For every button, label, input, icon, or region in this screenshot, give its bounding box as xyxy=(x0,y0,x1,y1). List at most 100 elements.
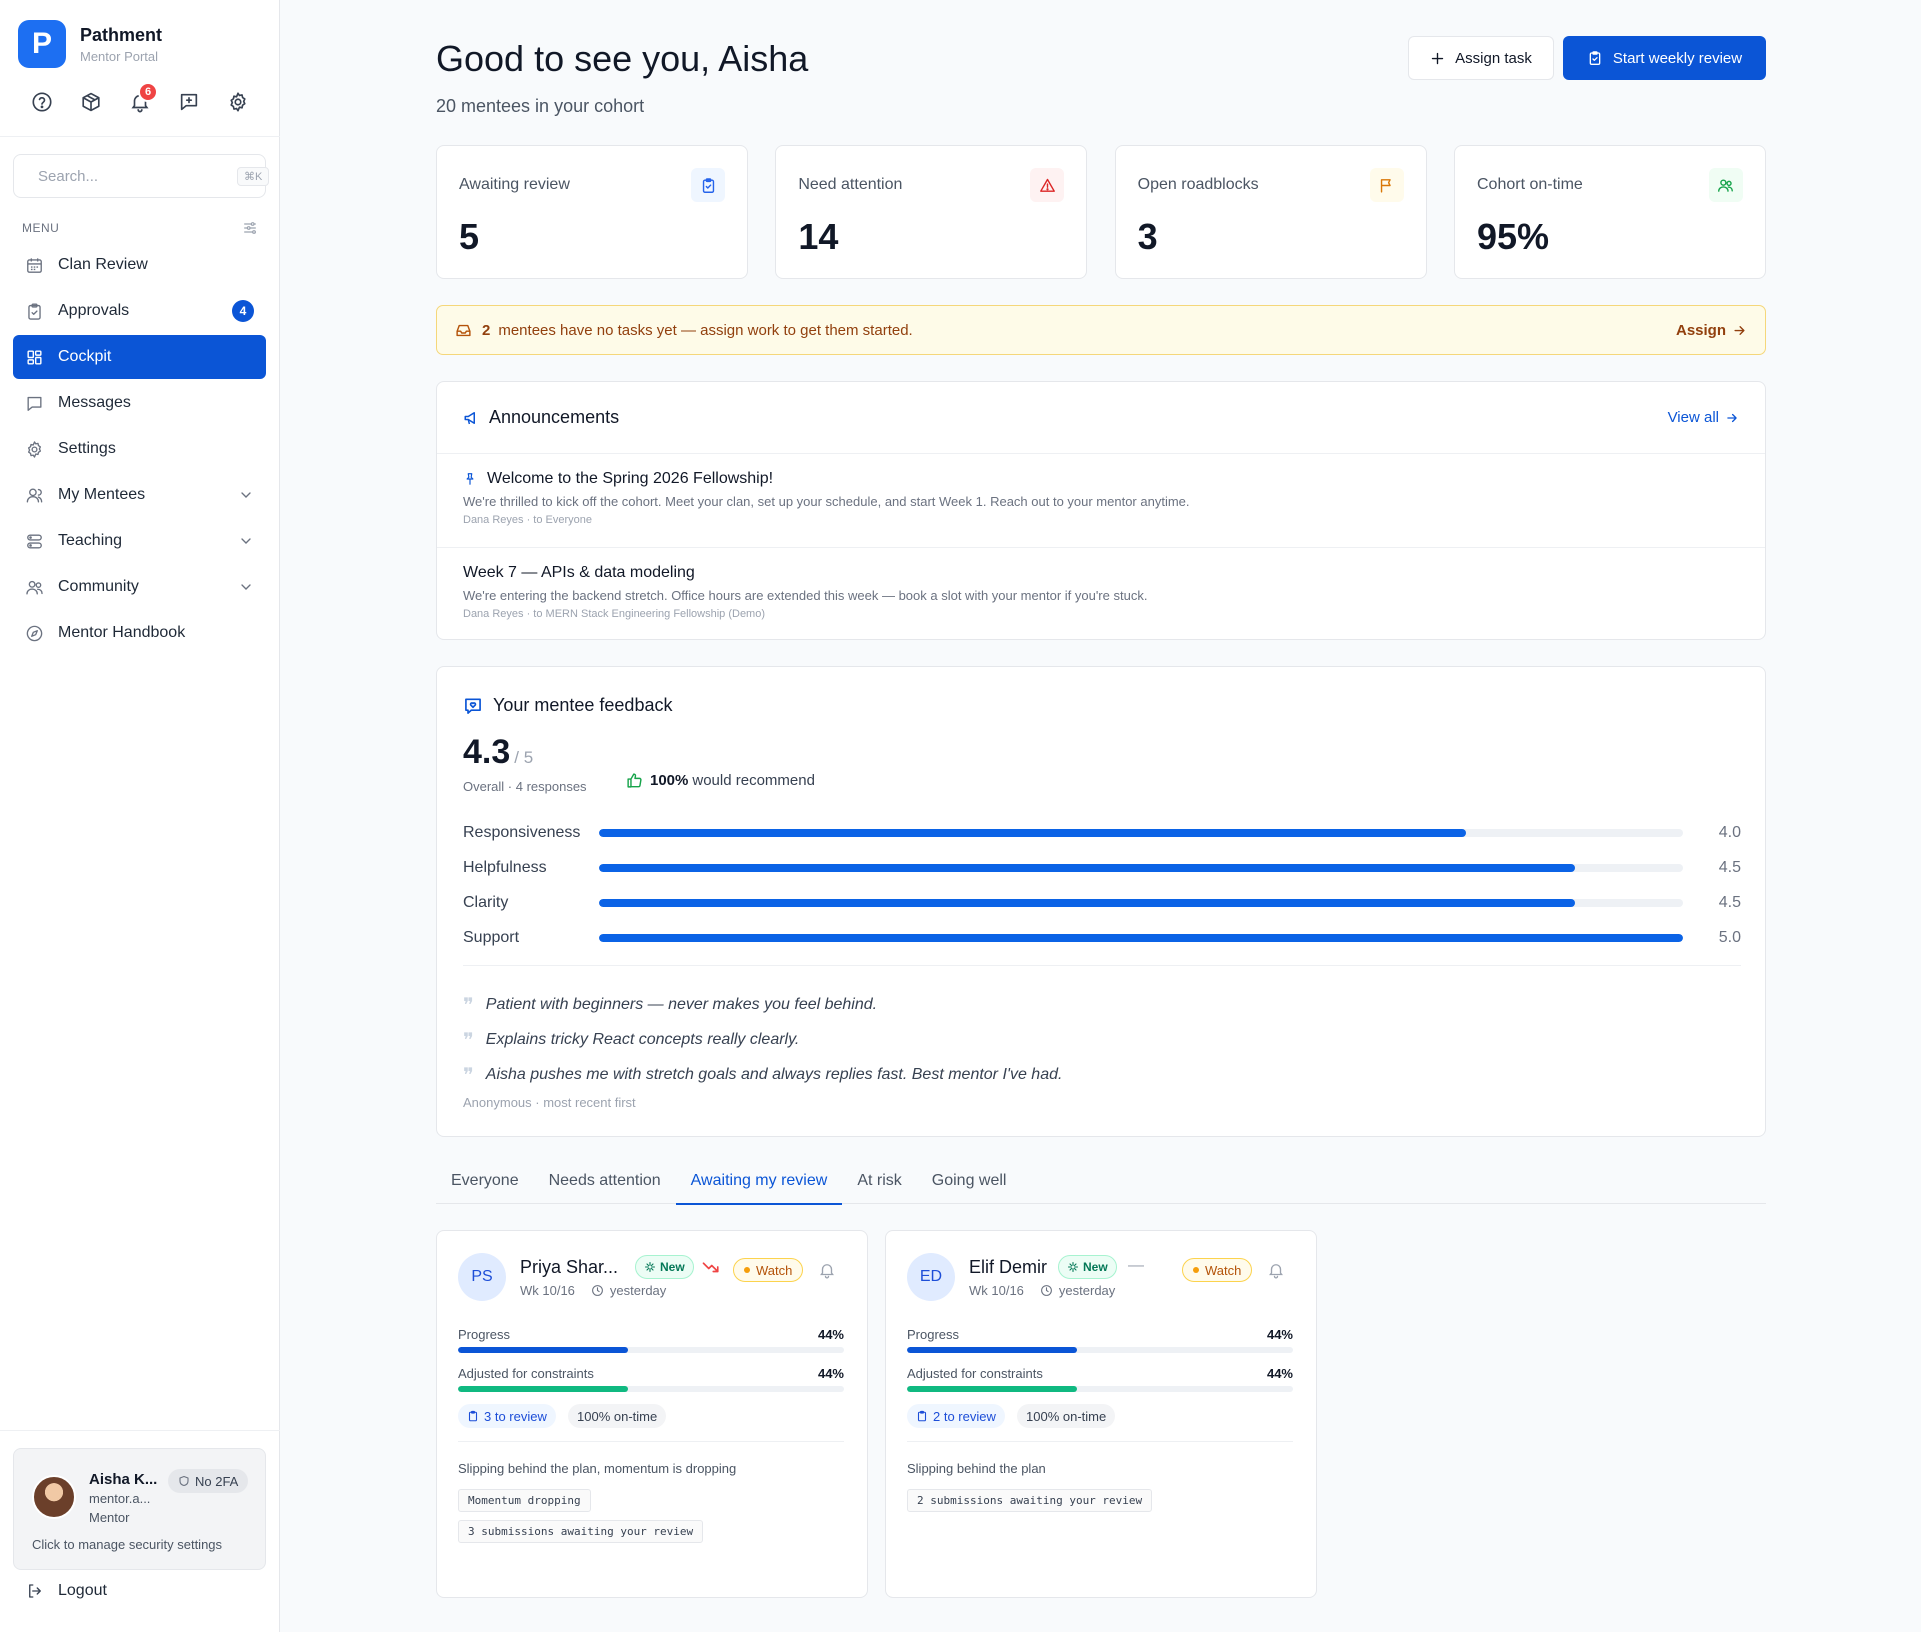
stat-card-awaiting-review[interactable]: Awaiting review 5 xyxy=(436,145,748,279)
new-badge: New xyxy=(1058,1255,1117,1279)
adjusted-label: Adjusted for constraints xyxy=(907,1366,1043,1381)
help-circle-icon[interactable] xyxy=(22,86,62,118)
clock-icon xyxy=(1041,1285,1052,1296)
stat-card-open-roadblocks[interactable]: Open roadblocks 3 xyxy=(1114,145,1427,279)
watch-dot xyxy=(744,1267,750,1273)
profile-email: mentor.a... xyxy=(89,1491,151,1506)
sidebar-item-cockpit[interactable]: Cockpit xyxy=(13,335,266,379)
users-icon xyxy=(1708,168,1743,202)
thumbs-up-icon xyxy=(627,773,642,788)
rating-fill xyxy=(599,898,1575,907)
progress-label: Progress xyxy=(458,1327,511,1342)
mentee-card[interactable]: ED Elif Demir New — Watch Wk 10/16 yeste… xyxy=(885,1230,1317,1598)
package-icon[interactable] xyxy=(71,86,111,118)
sidebar-item-my-mentees[interactable]: My Mentees xyxy=(13,473,266,517)
profile-card[interactable]: Aisha K... mentor.a... Mentor No 2FA Cli… xyxy=(13,1448,266,1570)
mentee-name: Elif Demir xyxy=(969,1257,1048,1277)
search-input[interactable] xyxy=(38,167,237,185)
mentee-card[interactable]: PS Priya Shar... New Watch Wk 10/16 yest… xyxy=(436,1230,868,1598)
tab-awaiting-my-review[interactable]: Awaiting my review xyxy=(675,1164,843,1205)
sidebar-item-approvals[interactable]: Approvals 4 xyxy=(13,289,266,333)
pin-icon xyxy=(466,473,474,485)
sliders-icon[interactable] xyxy=(242,220,258,236)
brand[interactable]: P Pathment Mentor Portal xyxy=(18,20,162,68)
layers-icon xyxy=(27,533,42,549)
rating-label: Helpfulness xyxy=(463,858,547,876)
recommend-text: would recommend xyxy=(692,772,815,789)
menu-label-text: MENU xyxy=(22,221,60,235)
sidebar-divider xyxy=(0,136,280,137)
settings-gear-icon[interactable] xyxy=(218,86,258,118)
clipboard-check-icon xyxy=(1589,51,1601,65)
watch-label: Watch xyxy=(1205,1262,1242,1278)
sidebar-item-community[interactable]: Community xyxy=(13,565,266,609)
tab-at-risk[interactable]: At risk xyxy=(857,1172,902,1189)
announcements-header: Announcements xyxy=(463,407,619,428)
bell-icon[interactable]: 6 xyxy=(120,82,160,118)
sidebar-item-label: Teaching xyxy=(58,532,123,549)
sidebar-item-mentor-handbook[interactable]: Mentor Handbook xyxy=(13,611,266,655)
stat-value: 5 xyxy=(459,216,480,257)
search-box[interactable]: ⌘K xyxy=(13,154,270,198)
sidebar-item-label: Settings xyxy=(58,440,116,457)
clipboard-icon xyxy=(468,1410,478,1422)
logout-icon xyxy=(29,1584,41,1598)
feedback-quote: ❞ Explains tricky React concepts really c… xyxy=(463,1022,1062,1057)
start-weekly-review-button[interactable]: Start weekly review xyxy=(1563,36,1766,80)
compass-icon xyxy=(26,625,43,641)
rating-fill xyxy=(599,863,1575,872)
no-tasks-banner: 2 mentees have no tasks yet — assign wor… xyxy=(436,305,1766,355)
banner-assign-link[interactable]: Assign xyxy=(1676,322,1747,339)
clipboard-check-icon xyxy=(28,303,41,320)
sidebar: P Pathment Mentor Portal 6 ⌘K MENU xyxy=(0,0,280,1632)
stat-card-need-attention[interactable]: Need attention 14 xyxy=(775,145,1088,279)
gear-icon xyxy=(27,440,42,458)
watch-badge[interactable]: Watch xyxy=(733,1258,804,1282)
adjusted-label-row: Adjusted for constraints 44% xyxy=(907,1366,1293,1381)
view-all-link[interactable]: View all xyxy=(1668,409,1739,426)
logout-button[interactable]: Logout xyxy=(26,1582,107,1600)
sidebar-divider xyxy=(0,1430,280,1431)
quote-text: Patient with beginners — never makes you… xyxy=(485,995,878,1013)
to-review-label: 2 to review xyxy=(933,1408,996,1424)
sidebar-item-teaching[interactable]: Teaching xyxy=(13,519,266,563)
message-plus-icon[interactable] xyxy=(169,86,209,118)
rating-row: Responsiveness 4.0 xyxy=(463,815,1741,850)
sidebar-toolbar: 6 xyxy=(22,82,258,118)
watch-badge[interactable]: Watch xyxy=(1182,1258,1253,1282)
message-heart-icon xyxy=(465,698,481,714)
to-review-chip[interactable]: 3 to review xyxy=(458,1404,556,1428)
new-badge: New xyxy=(635,1255,694,1279)
banner-assign-label: Assign xyxy=(1675,321,1726,339)
sidebar-item-settings[interactable]: Settings xyxy=(13,427,266,471)
shield-icon xyxy=(179,1475,189,1487)
profile-role: Mentor xyxy=(89,1510,130,1525)
feedback-score: 4.3/ 5 xyxy=(463,733,533,772)
mentee-avatar: ED xyxy=(907,1253,955,1301)
assign-task-button[interactable]: Assign task xyxy=(1408,36,1554,80)
announcement-item[interactable]: Welcome to the Spring 2026 Fellowship! W… xyxy=(463,470,1743,526)
announcement-item[interactable]: Week 7 — APIs & data modeling We're ente… xyxy=(463,564,1743,620)
sparkle-icon xyxy=(644,1261,656,1273)
feedback-header: Your mentee feedback xyxy=(463,695,672,716)
stat-card-cohort-on-time[interactable]: Cohort on-time 95% xyxy=(1453,145,1766,279)
to-review-chip[interactable]: 2 to review xyxy=(907,1404,1005,1428)
bell-icon[interactable] xyxy=(818,1261,836,1279)
tab-going-well[interactable]: Going well xyxy=(931,1172,1007,1189)
sidebar-item-clan-review[interactable]: Clan Review xyxy=(13,243,266,287)
rating-track xyxy=(599,898,1683,907)
progress-track xyxy=(458,1347,844,1353)
feedback-score-scale: / 5 xyxy=(514,748,534,767)
adjusted-fill xyxy=(458,1386,628,1392)
adjusted-label-row: Adjusted for constraints 44% xyxy=(458,1366,844,1381)
tab-everyone[interactable]: Everyone xyxy=(451,1172,519,1189)
bell-icon[interactable] xyxy=(1267,1261,1285,1279)
tab-needs-attention[interactable]: Needs attention xyxy=(548,1172,661,1189)
assign-task-label: Assign task xyxy=(1455,49,1532,67)
mentee-meta: Wk 10/16 yesterday xyxy=(969,1283,1115,1298)
rating-track xyxy=(599,828,1683,837)
sidebar-item-messages[interactable]: Messages xyxy=(13,381,266,425)
mentee-tag: 2 submissions awaiting your review xyxy=(907,1489,1153,1512)
page-subtitle: 20 mentees in your cohort xyxy=(436,96,645,116)
mentee-tag: 3 submissions awaiting your review xyxy=(458,1520,704,1543)
